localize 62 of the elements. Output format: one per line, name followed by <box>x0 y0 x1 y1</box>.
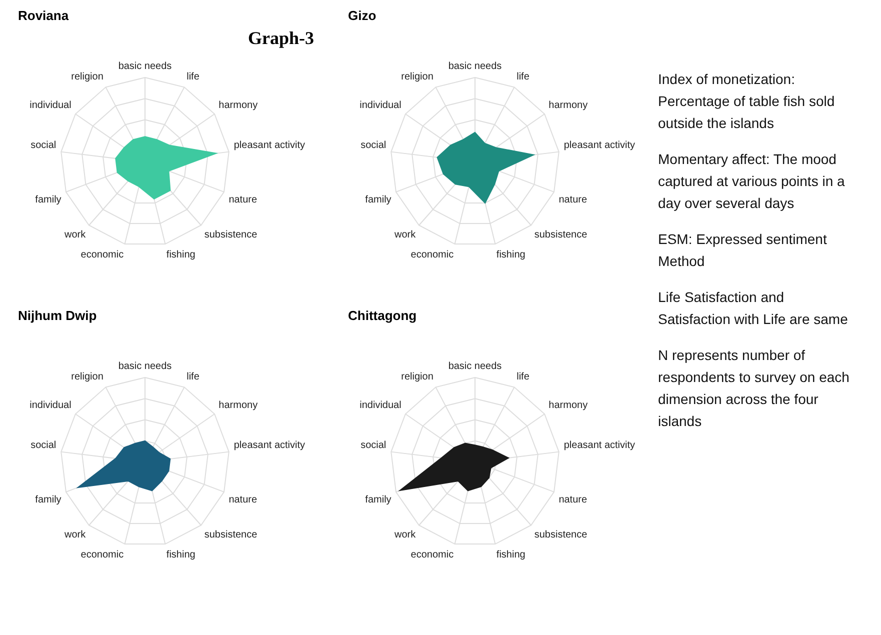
spoke-label: family <box>35 194 62 206</box>
spoke-label: basic needs <box>118 361 172 372</box>
spoke-label: economic <box>410 250 454 261</box>
spoke-label: fishing <box>166 250 196 261</box>
text: Graph-3 <box>248 28 314 49</box>
text: Life Satisfaction and Satisfaction with Life are same <box>658 288 849 329</box>
spoke-label: subsistence <box>534 230 588 241</box>
spoke-label: life <box>516 71 530 82</box>
spoke-label: social <box>360 440 386 451</box>
spoke-label: family <box>35 494 62 506</box>
spoke-label: economic <box>80 250 124 261</box>
spoke-label: fishing <box>496 250 526 261</box>
chart-title: Roviana <box>18 8 70 25</box>
spoke-label: family <box>365 194 392 206</box>
spoke-label: economic <box>80 550 124 561</box>
text: Momentary affect: The mood captured at various points in a day over several days <box>658 150 846 213</box>
spoke-label: religion <box>401 371 434 382</box>
spoke-label: social <box>360 140 386 151</box>
chart-title: Chittagong <box>348 308 417 323</box>
spoke-label: work <box>64 230 87 241</box>
spoke-label: work <box>394 230 417 241</box>
spoke-label: fishing <box>496 550 526 561</box>
spoke-label: life <box>186 71 200 82</box>
spoke-label: religion <box>71 371 104 382</box>
spoke-label: work <box>64 530 87 541</box>
spoke-label: social <box>30 440 56 451</box>
text: N represents number of respondents to survey on each dimension across the four islands <box>658 346 850 431</box>
spoke-label: nature <box>558 194 588 206</box>
spoke-label: nature <box>558 494 588 506</box>
spoke-label: social <box>30 140 56 151</box>
spoke-label: fishing <box>166 550 196 561</box>
spoke-label: basic needs <box>448 61 502 72</box>
spoke-label: individual <box>30 100 72 111</box>
spoke-label: harmony <box>548 400 588 411</box>
spoke-label: individual <box>360 400 402 411</box>
spoke-label: religion <box>401 71 434 82</box>
spoke-label: pleasant activity <box>564 440 636 451</box>
spoke-label: pleasant activity <box>234 440 306 451</box>
text: ESM: Expressed sentiment Method <box>658 230 828 271</box>
spoke-label: work <box>394 530 417 541</box>
spoke-label: pleasant activity <box>234 140 306 151</box>
spoke-label: basic needs <box>118 61 172 72</box>
spoke-label: subsistence <box>204 230 258 241</box>
spoke-label: life <box>516 371 530 382</box>
text: Index of monetization: Percentage of table fish sold outside the islands <box>658 70 836 133</box>
chart-title: Nijhum Dwip <box>18 308 98 325</box>
spoke-label: religion <box>71 71 104 82</box>
spoke-label: nature <box>228 494 258 506</box>
spoke-label: family <box>365 494 392 506</box>
spoke-label: economic <box>410 550 454 561</box>
spoke-label: harmony <box>218 100 258 111</box>
spoke-label: harmony <box>218 400 258 411</box>
spoke-label: individual <box>360 100 402 111</box>
spoke-label: harmony <box>548 100 588 111</box>
spoke-label: life <box>186 371 200 382</box>
spoke-label: subsistence <box>204 530 258 541</box>
spoke-label: pleasant activity <box>564 140 636 151</box>
spoke-label: subsistence <box>534 530 588 541</box>
chart-title: Gizo <box>348 8 378 25</box>
spoke-label: individual <box>30 400 72 411</box>
spoke-label: basic needs <box>448 361 502 372</box>
spoke-label: nature <box>228 194 258 206</box>
